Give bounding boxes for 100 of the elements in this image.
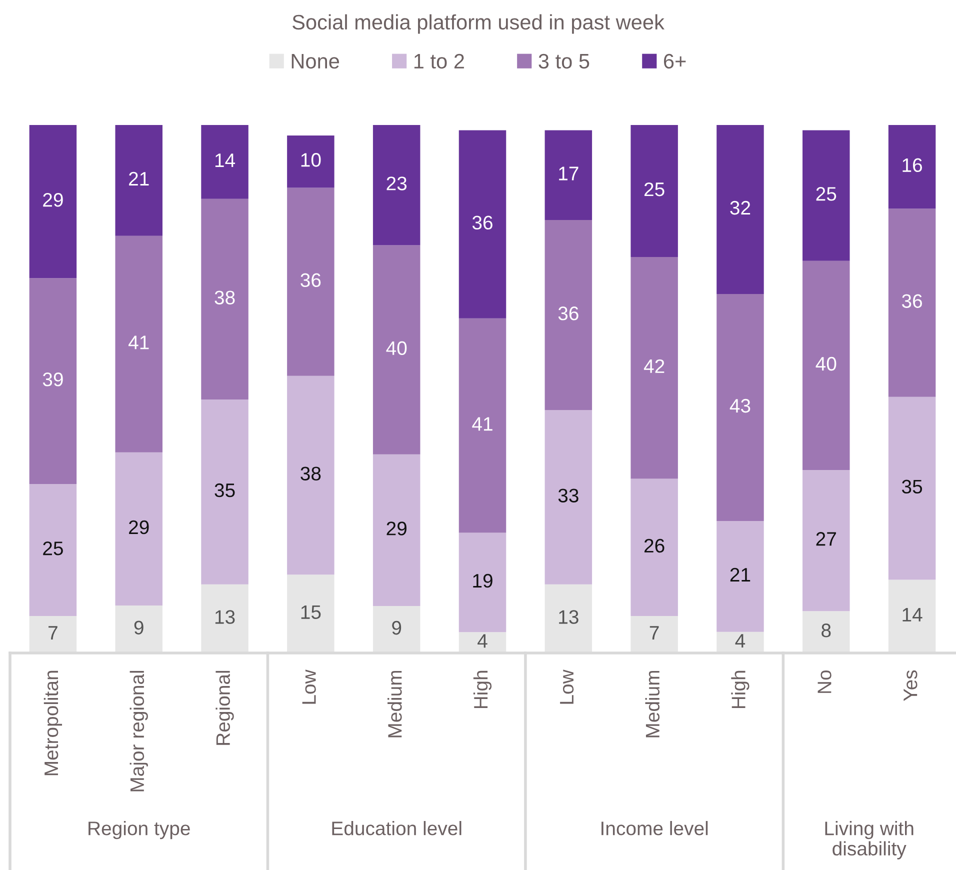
data-label: 41 <box>472 417 492 431</box>
data-label: 40 <box>816 356 836 371</box>
bar <box>716 294 764 521</box>
data-label: 17 <box>559 166 578 180</box>
bar <box>888 125 936 209</box>
bar <box>201 584 248 653</box>
data-label: 25 <box>644 182 664 196</box>
bar <box>630 478 678 616</box>
bar <box>888 580 936 653</box>
bar <box>287 376 334 575</box>
bar <box>29 125 77 278</box>
bar <box>716 521 764 632</box>
x-tick-label: Medium <box>645 670 660 738</box>
bar <box>544 584 592 653</box>
bar <box>29 278 77 484</box>
data-label: 29 <box>386 522 406 536</box>
bar <box>287 574 334 653</box>
x-tick-label: Low <box>302 670 316 704</box>
bar <box>201 400 248 584</box>
data-label: 8 <box>822 624 831 638</box>
data-label: 36 <box>558 306 578 320</box>
data-label: 38 <box>300 466 321 480</box>
data-label: 9 <box>134 620 144 634</box>
bar <box>29 616 77 653</box>
bar <box>372 606 420 653</box>
data-label: 38 <box>214 290 235 304</box>
data-label: 27 <box>816 532 836 546</box>
bar <box>458 532 506 632</box>
data-label: 7 <box>650 626 659 640</box>
x-tick-label: Low <box>560 670 574 704</box>
x-axis-title: Region type <box>88 821 190 840</box>
data-label: 16 <box>902 158 922 172</box>
chart-title: Social media platform used in past week <box>292 14 664 34</box>
bar <box>716 125 764 294</box>
data-label: 26 <box>644 538 664 553</box>
bar <box>201 125 248 199</box>
bar <box>115 452 162 606</box>
bar <box>802 470 850 612</box>
bar <box>201 198 248 400</box>
legend-label: 6+ <box>664 54 686 69</box>
data-label: 35 <box>902 480 922 494</box>
bar <box>630 125 678 257</box>
data-label: 43 <box>730 398 750 413</box>
data-label: 13 <box>215 610 235 624</box>
legend-label: None <box>292 54 340 69</box>
data-label: 15 <box>301 605 321 620</box>
data-label: 14 <box>215 154 236 167</box>
data-label: 29 <box>43 193 63 207</box>
x-tick-label: High <box>473 670 492 708</box>
x-tick-label: Major regional <box>130 670 148 792</box>
bar <box>802 130 850 261</box>
data-label: 4 <box>735 634 746 648</box>
bar <box>802 611 850 653</box>
data-label: 36 <box>902 294 922 308</box>
data-label: 35 <box>214 483 235 498</box>
data-label: 25 <box>43 541 63 556</box>
legend-label: 3 to 5 <box>538 54 590 69</box>
data-label: 42 <box>644 359 664 373</box>
x-tick-label: Metropolitan <box>44 670 62 776</box>
data-label: 39 <box>42 372 63 386</box>
bar <box>888 208 936 397</box>
x-tick-label: No <box>818 670 832 693</box>
bar <box>802 260 850 470</box>
x-tick-label: Medium <box>388 670 402 738</box>
bar <box>287 135 334 188</box>
data-label: 25 <box>816 187 836 201</box>
bar <box>115 605 162 653</box>
data-label: 21 <box>730 568 750 582</box>
bar <box>29 484 77 616</box>
x-tick-label: Regional <box>216 670 234 745</box>
bar <box>630 257 678 479</box>
data-label: 10 <box>301 153 321 167</box>
data-label: 40 <box>386 341 407 356</box>
data-label: 32 <box>730 200 750 215</box>
x-axis-title: Education level <box>332 821 462 836</box>
bar <box>544 130 592 220</box>
bar <box>544 410 592 584</box>
bar <box>372 125 420 246</box>
bar <box>458 130 506 318</box>
bar <box>630 616 678 653</box>
data-label: 23 <box>386 176 407 190</box>
bar <box>372 454 420 606</box>
data-label: 7 <box>48 626 58 640</box>
x-axis-title: Living with disability <box>825 821 914 860</box>
data-label: 33 <box>558 488 578 502</box>
bar <box>115 125 162 236</box>
bar <box>115 236 162 452</box>
data-label: 36 <box>300 273 321 288</box>
data-label: 41 <box>128 336 149 350</box>
data-label: 29 <box>129 520 149 534</box>
data-label: 19 <box>473 574 492 588</box>
data-label: 9 <box>392 620 402 635</box>
bar <box>458 318 506 533</box>
bar <box>888 396 936 580</box>
data-label: 14 <box>902 608 922 622</box>
x-axis-title: Income level <box>602 821 708 836</box>
bar <box>287 188 334 376</box>
data-label: 13 <box>559 610 578 624</box>
data-label: 36 <box>472 216 492 230</box>
data-label: 4 <box>478 634 488 648</box>
